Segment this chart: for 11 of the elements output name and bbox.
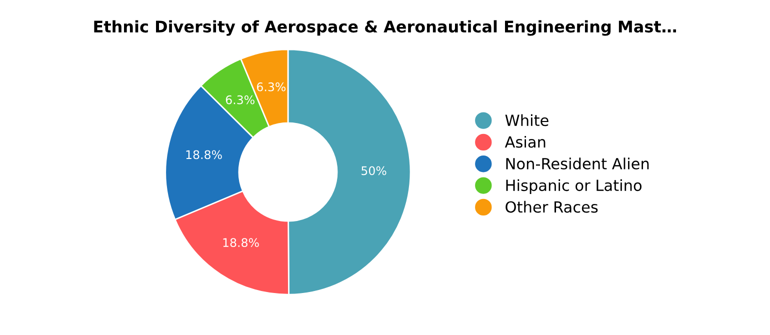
data-label: 50%: [362, 166, 386, 176]
data-label: 6.3%: [256, 82, 286, 92]
data-label: 18.8%: [223, 238, 259, 248]
legend-label: White: [505, 114, 548, 126]
chart-title: Ethnic Diversity of Aerospace & Aeronautical Engineering Mast…: [94, 20, 676, 36]
data-label: 18.8%: [186, 150, 222, 160]
legend-label: Asian: [504, 136, 546, 148]
legend-label: Non-Resident Alien: [506, 158, 649, 170]
legend-label: Other Races: [506, 200, 598, 213]
legend-label: Hispanic or Latino: [506, 179, 642, 194]
data-label: 6.3%: [226, 95, 254, 104]
